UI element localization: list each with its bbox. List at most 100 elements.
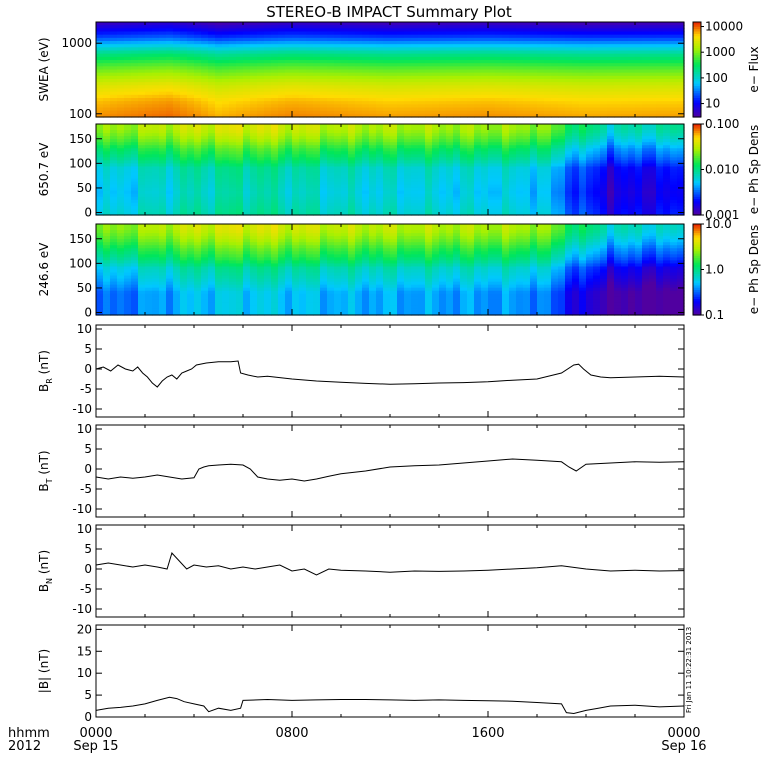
heatmap-cell	[614, 181, 622, 186]
heatmap-cell	[362, 142, 370, 146]
heatmap-cell	[404, 181, 412, 186]
heatmap-cell	[257, 175, 265, 180]
heatmap-cell	[257, 28, 265, 33]
heatmap-cell	[397, 110, 405, 115]
heatmap-cell	[313, 199, 321, 204]
heatmap-cell	[516, 163, 524, 168]
heatmap-cell	[495, 69, 503, 74]
heatmap-cell	[215, 104, 223, 109]
heatmap-cell	[187, 94, 195, 99]
heatmap-cell	[110, 104, 118, 109]
heatmap-cell	[320, 163, 328, 168]
heatmap-cell	[180, 60, 188, 64]
heatmap-cell	[383, 107, 391, 112]
heatmap-cell	[516, 50, 524, 55]
heatmap-cell	[250, 110, 258, 115]
heatmap-cell	[586, 56, 594, 61]
heatmap-cell	[138, 110, 146, 115]
heatmap-cell	[474, 75, 482, 80]
heatmap-cell	[467, 202, 475, 207]
heatmap-cell	[446, 94, 454, 99]
heatmap-cell	[635, 72, 643, 77]
heatmap-cell	[313, 178, 321, 183]
heatmap-cell	[600, 205, 608, 210]
heatmap-cell	[565, 130, 573, 134]
heatmap-cell	[467, 50, 475, 55]
heatmap-cell	[481, 157, 489, 161]
heatmap-cell	[201, 50, 209, 55]
heatmap-cell	[222, 22, 230, 26]
heatmap-cell	[159, 85, 167, 90]
heatmap-cell	[474, 44, 482, 48]
heatmap-cell	[593, 50, 601, 55]
heatmap-cell	[166, 44, 174, 48]
heatmap-cell	[180, 169, 188, 174]
heatmap-cell	[516, 175, 524, 180]
heatmap-cell	[558, 175, 566, 180]
heatmap-cell	[313, 113, 321, 118]
heatmap-cell	[376, 130, 384, 134]
heatmap-cell	[348, 25, 356, 29]
heatmap-cell	[558, 130, 566, 134]
heatmap-cell	[677, 110, 685, 115]
heatmap-cell	[145, 133, 153, 137]
heatmap-cell	[572, 31, 580, 36]
heatmap-cell	[418, 178, 426, 183]
heatmap-cell	[390, 166, 398, 171]
heatmap-cell	[180, 199, 188, 204]
heatmap-cell	[397, 63, 405, 67]
heatmap-cell	[621, 98, 629, 102]
heatmap-cell	[467, 178, 475, 183]
heatmap-cell	[320, 47, 328, 52]
heatmap-cell	[614, 163, 622, 168]
heatmap-cell	[383, 172, 391, 177]
heatmap-cell	[579, 47, 587, 52]
heatmap-cell	[292, 94, 300, 99]
heatmap-cell	[579, 25, 587, 29]
heatmap-cell	[131, 178, 139, 183]
heatmap-cell	[404, 75, 412, 80]
heatmap-cell	[460, 130, 468, 134]
heatmap-cell	[285, 145, 293, 149]
heatmap-cell	[320, 148, 328, 152]
heatmap-cell	[530, 107, 538, 112]
heatmap-cell	[488, 28, 496, 33]
heatmap-cell	[222, 208, 230, 213]
heatmap-cell	[229, 85, 237, 90]
heatmap-cell	[600, 124, 608, 128]
heatmap-cell	[544, 130, 552, 134]
heatmap-cell	[215, 136, 223, 140]
heatmap-cell	[250, 50, 258, 55]
heatmap-cell	[285, 85, 293, 90]
heatmap-cell	[411, 37, 419, 42]
heatmap-cell	[292, 163, 300, 168]
heatmap-cell	[418, 110, 426, 115]
heatmap-cell	[453, 187, 461, 192]
heatmap-cell	[628, 101, 636, 105]
heatmap-cell	[481, 88, 489, 93]
heatmap-cell	[537, 56, 545, 61]
heatmap-cell	[320, 53, 328, 58]
heatmap-cell	[579, 104, 587, 109]
heatmap-cell	[285, 110, 293, 115]
heatmap-cell	[572, 145, 580, 149]
heatmap-cell	[215, 94, 223, 99]
heatmap-cell	[257, 98, 265, 102]
heatmap-cell	[271, 107, 279, 112]
heatmap-cell	[488, 205, 496, 210]
heatmap-cell	[201, 181, 209, 186]
heatmap-cell	[187, 113, 195, 118]
heatmap-cell	[334, 169, 342, 174]
heatmap-cell	[215, 133, 223, 137]
heatmap-cell	[509, 202, 517, 207]
heatmap-cell	[264, 82, 272, 86]
heatmap-cell	[152, 94, 160, 99]
heatmap-cell	[264, 130, 272, 134]
heatmap-cell	[495, 47, 503, 52]
heatmap-cell	[432, 148, 440, 152]
heatmap-cell	[411, 163, 419, 168]
heatmap-cell	[110, 44, 118, 48]
heatmap-cell	[621, 148, 629, 152]
heatmap-cell	[404, 151, 412, 155]
heatmap-cell	[474, 50, 482, 55]
